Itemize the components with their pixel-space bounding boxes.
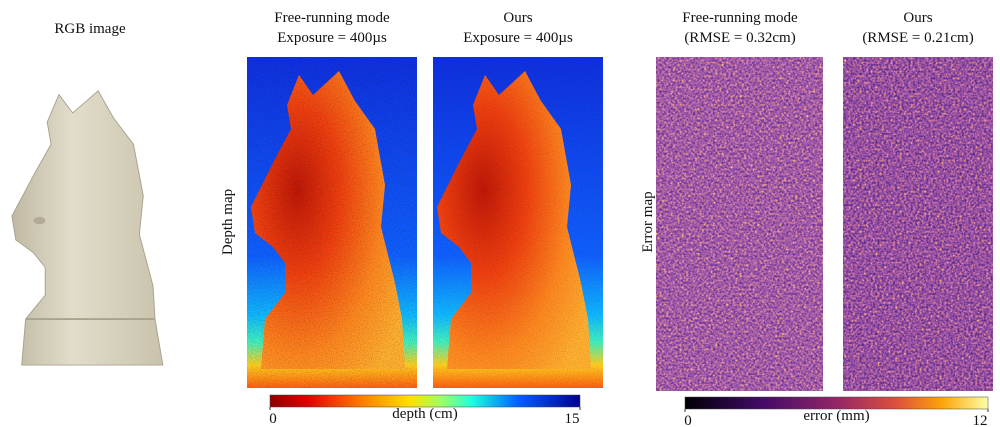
panel-title: Ours [503,10,532,26]
depth-panel [433,57,603,388]
error-row-label: Error map [640,191,656,252]
colorbar-tick-label: 15 [565,411,580,427]
panel-title: Free-running mode [682,10,798,26]
panel-title: Exposure = 400µs [277,30,387,46]
depth-panel [247,57,417,388]
panel-title: (RMSE = 0.32cm) [684,30,795,46]
error-panel [656,57,823,391]
panel-title: Ours [903,10,932,26]
error-panel [843,57,993,391]
colorbar-tick-label: 0 [684,413,692,427]
depth-row-label: Depth map [220,189,236,255]
panel-title: Exposure = 400µs [463,30,573,46]
figure: RGB image Depth map Error map Free-runni… [0,0,1000,427]
rgb-label: RGB image [54,21,126,37]
colorbar-tick-label: 12 [973,413,988,427]
colorbar-label: depth (cm) [392,406,457,422]
panel-title: Free-running mode [274,10,390,26]
colorbar-tick-label: 0 [269,411,277,427]
colorbar-label: error (mm) [803,408,869,424]
panel-title: (RMSE = 0.21cm) [862,30,973,46]
rgb-photo [12,91,163,365]
